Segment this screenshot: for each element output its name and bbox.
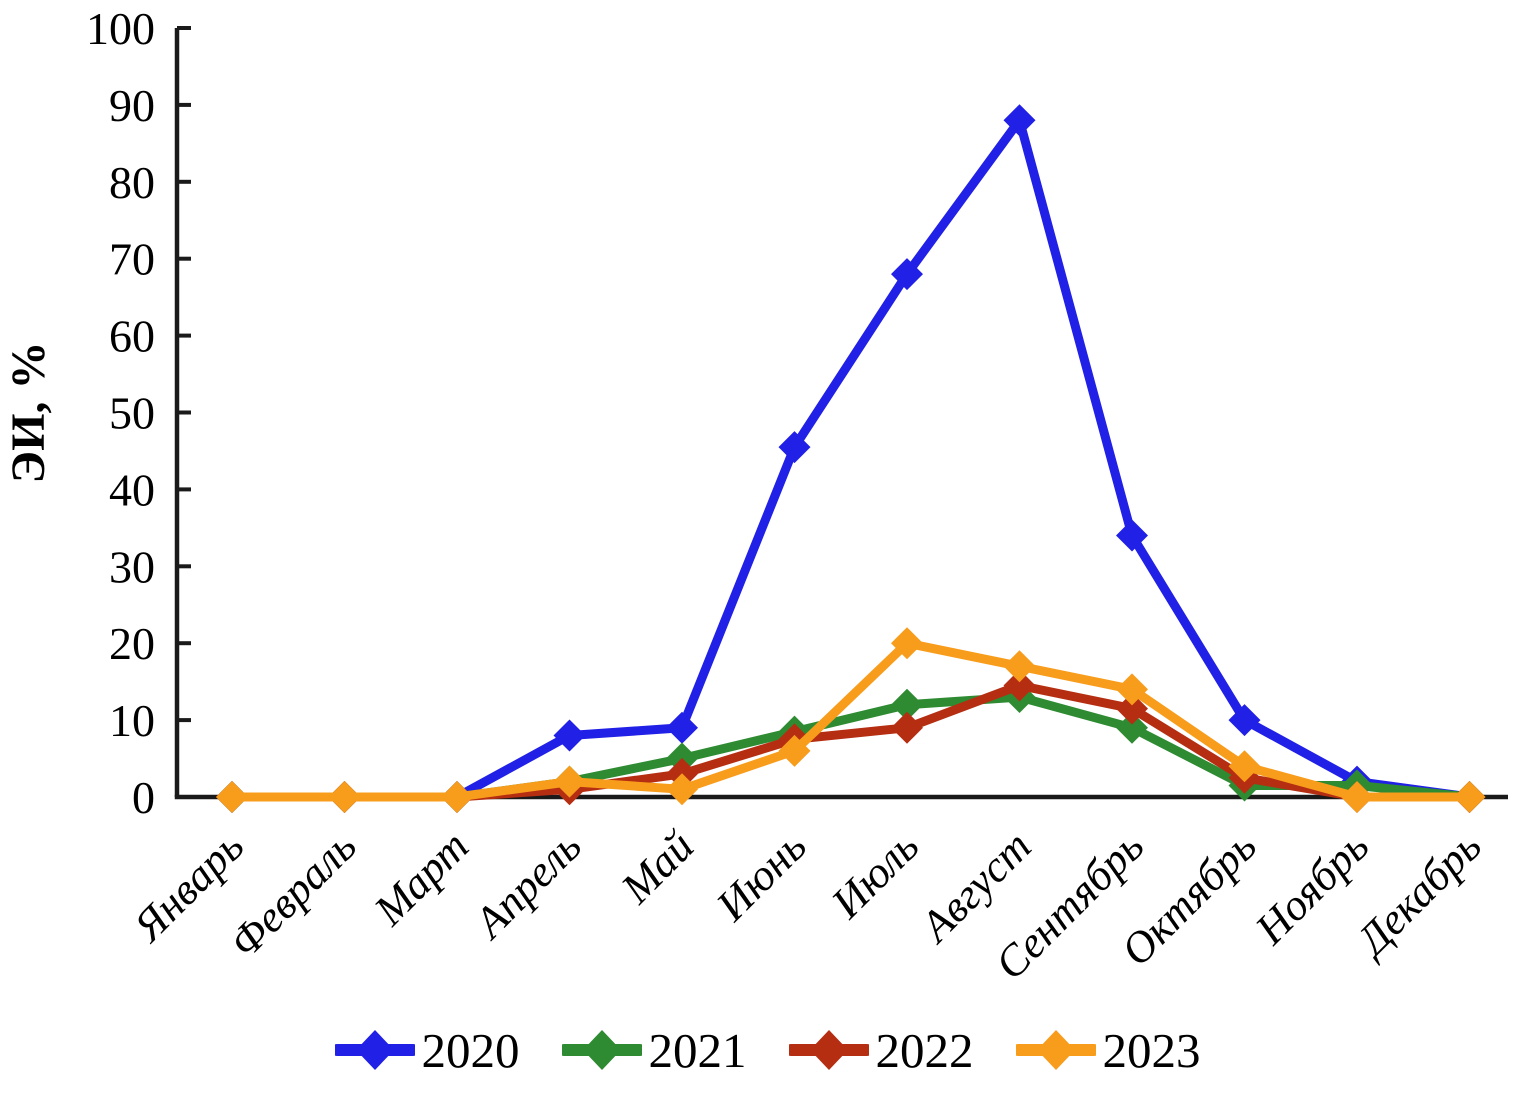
legend-item-2021: 2021 xyxy=(561,1022,747,1078)
y-tick-label: 70 xyxy=(109,234,155,285)
legend-swatch xyxy=(334,1030,415,1070)
diamond-marker-icon xyxy=(809,1030,848,1070)
legend-swatch xyxy=(561,1030,642,1070)
legend-swatch xyxy=(1015,1030,1096,1070)
diamond-marker-icon xyxy=(355,1030,394,1070)
diamond-marker-icon xyxy=(582,1030,621,1070)
series-marker-2023 xyxy=(1003,650,1036,683)
y-axis-title: ЭИ, % xyxy=(2,342,55,484)
series-marker-2023 xyxy=(441,781,473,813)
legend-label: 2020 xyxy=(421,1022,520,1078)
legend-item-2023: 2023 xyxy=(1015,1022,1201,1078)
y-tick-label: 60 xyxy=(109,311,155,362)
legend-swatch xyxy=(788,1030,869,1070)
legend-label: 2023 xyxy=(1102,1022,1201,1078)
y-tick-label: 40 xyxy=(109,464,155,515)
x-tick-label: Июль xyxy=(821,821,928,928)
series-marker-2023 xyxy=(1116,673,1148,706)
series-marker-2020 xyxy=(778,431,811,464)
series-marker-2022 xyxy=(891,711,923,744)
series-marker-2020 xyxy=(666,711,698,744)
x-tick-label: Июнь xyxy=(706,821,815,930)
y-tick-label: 10 xyxy=(109,695,155,746)
series-marker-2020 xyxy=(1228,704,1261,737)
x-tick-label: Май xyxy=(611,821,703,913)
series-marker-2020 xyxy=(553,719,586,752)
y-tick-label: 90 xyxy=(109,80,155,131)
y-tick-label: 30 xyxy=(109,541,155,592)
series-marker-2023 xyxy=(1341,781,1373,813)
series-marker-2021 xyxy=(891,688,923,721)
series-marker-2022 xyxy=(1116,692,1148,725)
diamond-marker-icon xyxy=(1036,1030,1075,1070)
y-tick-label: 80 xyxy=(109,157,155,208)
series-marker-2023 xyxy=(891,627,923,660)
series-marker-2023 xyxy=(216,781,248,813)
legend-label: 2021 xyxy=(648,1022,747,1078)
y-tick-label: 0 xyxy=(132,772,155,823)
series-marker-2022 xyxy=(1003,669,1036,702)
x-tick-label: Февраль xyxy=(220,821,366,967)
x-tick-label: Апрель xyxy=(463,821,591,949)
legend: 2020 2021 2022 2023 xyxy=(0,1012,1535,1088)
series-marker-2023 xyxy=(778,734,811,767)
series-marker-2020 xyxy=(1116,519,1148,552)
series-marker-2020 xyxy=(1003,104,1036,137)
legend-label: 2022 xyxy=(875,1022,974,1078)
y-tick-label: 20 xyxy=(109,618,155,669)
series-marker-2023 xyxy=(328,781,361,813)
series-marker-2021 xyxy=(1116,711,1148,744)
series-marker-2023 xyxy=(666,773,698,806)
series-marker-2023 xyxy=(1228,750,1261,783)
series-line-2023 xyxy=(227,638,1474,802)
y-tick-label: 50 xyxy=(109,388,155,439)
x-tick-label: Декабрь xyxy=(1345,821,1491,967)
series-marker-2023 xyxy=(553,765,586,798)
y-tick-label: 100 xyxy=(86,3,155,54)
series-marker-2023 xyxy=(1453,781,1486,813)
x-tick-label: Март xyxy=(364,821,478,935)
legend-item-2022: 2022 xyxy=(788,1022,974,1078)
legend-item-2020: 2020 xyxy=(334,1022,520,1078)
series-marker-2020 xyxy=(891,258,923,291)
